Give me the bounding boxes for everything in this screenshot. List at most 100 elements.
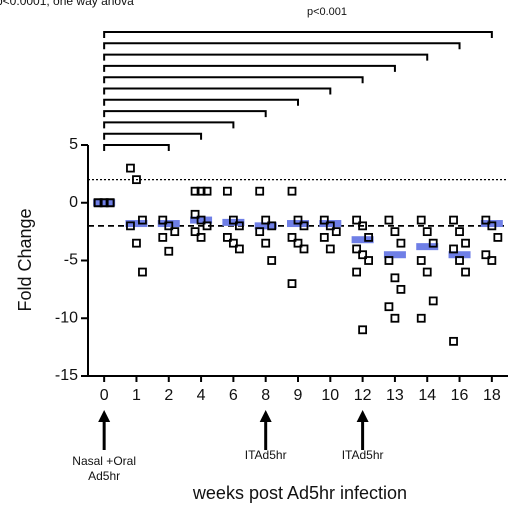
mean-bar bbox=[480, 220, 503, 228]
data-point bbox=[228, 215, 238, 225]
data-point bbox=[287, 279, 297, 289]
data-point bbox=[293, 215, 303, 225]
x-tick-label: 13 bbox=[386, 387, 404, 404]
arrow-head bbox=[356, 410, 369, 422]
x-tick-label: 1 bbox=[132, 387, 141, 404]
significance-bracket bbox=[103, 121, 235, 129]
data-point bbox=[384, 256, 394, 265]
mean-bar bbox=[93, 199, 116, 207]
annotation-label: ITAd5hr bbox=[245, 448, 287, 462]
data-point bbox=[190, 227, 200, 237]
data-point bbox=[222, 186, 232, 196]
data-point bbox=[99, 198, 109, 208]
data-point bbox=[428, 296, 438, 306]
data-point bbox=[396, 238, 406, 248]
data-point bbox=[493, 232, 503, 242]
data-point bbox=[331, 227, 341, 237]
mean-bar bbox=[319, 220, 342, 228]
data-point bbox=[105, 198, 115, 208]
data-point bbox=[164, 221, 174, 231]
x-tick-label: 2 bbox=[164, 387, 173, 404]
x-tick-label: 6 bbox=[229, 387, 238, 404]
data-point bbox=[449, 336, 458, 346]
data-point bbox=[422, 227, 432, 237]
x-tick-label: 0 bbox=[100, 387, 109, 404]
significance-bracket bbox=[103, 53, 429, 61]
data-point bbox=[196, 232, 206, 242]
significance-bracket bbox=[103, 42, 461, 50]
data-point bbox=[255, 227, 265, 237]
data-point bbox=[390, 273, 400, 283]
data-point bbox=[170, 227, 180, 237]
arrow-head bbox=[98, 410, 111, 422]
data-point bbox=[138, 267, 147, 277]
p-label: p<0.001 bbox=[307, 6, 347, 18]
data-point bbox=[299, 244, 309, 254]
data-point bbox=[138, 215, 147, 225]
data-point bbox=[158, 232, 168, 242]
y-tick-label: 0 bbox=[69, 194, 78, 211]
data-point bbox=[352, 244, 362, 254]
data-point bbox=[384, 215, 394, 225]
data-point bbox=[202, 186, 212, 196]
data-point bbox=[202, 221, 212, 231]
data-point bbox=[455, 256, 464, 265]
x-tick-label: 12 bbox=[354, 387, 372, 404]
significance-bracket bbox=[103, 144, 170, 151]
data-point bbox=[267, 256, 277, 265]
data-point bbox=[325, 244, 335, 254]
mean-bar bbox=[222, 218, 245, 226]
annotation-label: Nasal +Oral bbox=[72, 454, 136, 468]
data-point bbox=[461, 238, 470, 248]
mean-bar bbox=[190, 216, 213, 224]
data-point bbox=[299, 221, 309, 231]
data-point bbox=[190, 186, 200, 196]
mean-bar bbox=[448, 251, 471, 259]
data-point bbox=[455, 227, 464, 237]
annotation-label: ITAd5hr bbox=[342, 448, 384, 462]
significance-bracket bbox=[103, 132, 203, 140]
x-tick-label: 16 bbox=[451, 387, 469, 404]
partial-title: p<0.0001, one way anova bbox=[0, 0, 134, 8]
data-point bbox=[390, 313, 400, 323]
data-point bbox=[461, 267, 470, 277]
data-point bbox=[481, 215, 491, 225]
x-axis-label: weeks post Ad5hr infection bbox=[192, 483, 407, 503]
y-axis-label: Fold Change bbox=[15, 208, 35, 311]
data-point bbox=[449, 244, 458, 254]
data-point bbox=[481, 250, 491, 260]
data-point bbox=[358, 325, 368, 335]
data-point bbox=[126, 163, 135, 173]
data-point bbox=[287, 232, 297, 242]
data-point bbox=[196, 215, 206, 225]
annotation-label: Ad5hr bbox=[88, 469, 120, 483]
data-point bbox=[416, 215, 426, 225]
x-tick-label: 4 bbox=[197, 387, 206, 404]
data-point bbox=[416, 313, 426, 323]
data-point bbox=[352, 215, 362, 225]
data-point bbox=[396, 284, 406, 294]
arrow-head bbox=[259, 410, 272, 422]
data-point bbox=[319, 215, 329, 225]
data-point bbox=[358, 221, 368, 231]
data-point bbox=[196, 186, 206, 196]
significance-bracket bbox=[103, 110, 267, 118]
data-point bbox=[255, 186, 265, 196]
data-point bbox=[132, 175, 141, 185]
data-point bbox=[164, 246, 174, 256]
x-tick-label: 10 bbox=[321, 387, 339, 404]
data-point bbox=[228, 238, 238, 248]
significance-bracket bbox=[103, 64, 396, 72]
significance-bracket bbox=[103, 87, 332, 95]
data-point bbox=[449, 215, 458, 225]
data-point bbox=[364, 256, 374, 265]
data-point bbox=[293, 238, 303, 248]
data-point bbox=[190, 209, 200, 219]
x-tick-label: 8 bbox=[261, 387, 270, 404]
data-point bbox=[352, 267, 362, 277]
significance-bracket bbox=[103, 76, 364, 84]
x-tick-label: 18 bbox=[483, 387, 501, 404]
mean-bar bbox=[254, 222, 277, 230]
